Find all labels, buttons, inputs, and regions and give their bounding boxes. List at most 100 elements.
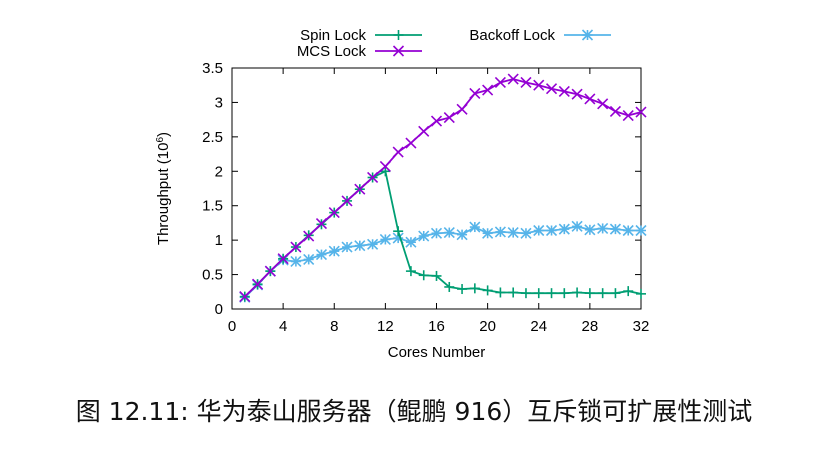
data-point-spin-lock xyxy=(482,285,493,296)
data-point-mcs-lock xyxy=(379,160,391,173)
data-point-backoff-lock xyxy=(482,227,494,239)
data-point-mcs-lock xyxy=(443,112,455,124)
data-point-spin-lock xyxy=(405,266,416,277)
data-point-backoff-lock xyxy=(635,224,647,237)
data-point-mcs-lock xyxy=(303,230,315,242)
data-point-spin-lock xyxy=(495,287,506,298)
data-point-mcs-lock xyxy=(635,106,647,118)
data-point-spin-lock xyxy=(520,288,531,299)
data-point-backoff-lock xyxy=(290,255,302,268)
y-tick-label: 0.5 xyxy=(202,267,223,284)
data-point-mcs-lock xyxy=(290,241,302,253)
data-point-backoff-lock xyxy=(494,226,506,238)
y-tick-label: 3 xyxy=(215,94,223,111)
data-point-backoff-lock xyxy=(354,240,366,252)
legend-item-spin-lock: Spin Lock xyxy=(300,27,422,44)
data-point-backoff-lock xyxy=(571,220,583,232)
data-point-spin-lock xyxy=(457,284,468,295)
data-point-backoff-lock xyxy=(367,238,379,250)
series-line-spin-lock xyxy=(244,169,642,298)
data-point-spin-lock xyxy=(546,288,557,299)
data-point-mcs-lock xyxy=(239,291,251,303)
legend-marker xyxy=(581,29,594,41)
x-tick-label: 16 xyxy=(428,318,445,335)
data-point-mcs-lock xyxy=(456,103,468,115)
throughput-line-chart: 0 4 8 12 16 20 24 28 32 0 0.5 1 1.5 2 2.5 3 3.5 Cores Num… xyxy=(155,27,650,361)
data-point-mcs-lock xyxy=(392,146,404,158)
data-point-backoff-lock xyxy=(418,230,430,242)
data-point-backoff-lock xyxy=(558,223,570,235)
data-point-backoff-lock xyxy=(315,249,328,261)
data-point-mcs-lock xyxy=(354,183,366,195)
data-point-mcs-lock xyxy=(264,265,276,277)
data-point-mcs-lock xyxy=(584,93,596,105)
x-tick-label: 8 xyxy=(330,318,338,335)
data-point-spin-lock xyxy=(584,288,595,299)
data-point-mcs-lock xyxy=(520,76,532,89)
data-point-spin-lock xyxy=(380,166,391,177)
legend-marker xyxy=(393,30,404,40)
data-point-backoff-lock xyxy=(328,245,340,257)
data-point-mcs-lock xyxy=(251,278,264,290)
data-point-spin-lock xyxy=(508,287,519,298)
data-point-backoff-lock xyxy=(341,241,353,253)
x-tick-label: 20 xyxy=(479,318,496,335)
chart-area: 0 4 8 12 16 20 24 28 32 0 0.5 1 1.5 2 2.5 3 3.5 Cores Num… xyxy=(155,27,650,361)
data-point-mcs-lock xyxy=(482,84,494,96)
y-tick-label: 3.5 xyxy=(202,60,223,77)
data-point-spin-lock xyxy=(418,270,429,281)
data-point-mcs-lock xyxy=(328,207,340,219)
data-point-mcs-lock xyxy=(622,109,634,122)
data-point-spin-lock xyxy=(610,288,621,299)
legend-item-mcs-lock: MCS Lock xyxy=(297,43,422,60)
data-point-spin-lock xyxy=(533,288,544,299)
data-point-backoff-lock xyxy=(622,224,634,237)
data-point-mcs-lock xyxy=(571,88,583,100)
y-tick-label: 1.5 xyxy=(202,198,223,215)
y-tick-label: 2.5 xyxy=(202,129,223,146)
y-tick-label: 1 xyxy=(215,232,223,249)
data-point-spin-lock xyxy=(623,286,634,297)
data-point-mcs-lock xyxy=(469,87,481,100)
x-tick-label: 12 xyxy=(377,318,394,335)
y-tick-label: 2 xyxy=(215,163,223,180)
data-point-mcs-lock xyxy=(367,171,379,184)
x-tick-label: 4 xyxy=(279,318,287,335)
data-point-spin-lock xyxy=(572,287,583,298)
data-point-mcs-lock xyxy=(609,105,622,117)
x-tick-label: 28 xyxy=(582,318,599,335)
legend-marker xyxy=(392,45,405,57)
x-tick-label: 0 xyxy=(228,318,236,335)
x-axis-label: Cores Number xyxy=(388,344,486,361)
series-mcs-lock xyxy=(239,73,647,303)
data-point-backoff-lock xyxy=(456,229,468,241)
legend-label: Backoff Lock xyxy=(469,27,555,44)
legend-label: Spin Lock xyxy=(300,27,366,44)
figure-caption: 图 12.11: 华为泰山服务器（鲲鹏 916）互斥锁可扩展性测试 xyxy=(75,397,753,426)
data-point-mcs-lock xyxy=(405,137,417,149)
data-point-backoff-lock xyxy=(507,227,519,239)
data-point-spin-lock xyxy=(597,288,608,299)
data-point-backoff-lock xyxy=(469,221,481,233)
data-point-backoff-lock xyxy=(405,236,417,248)
data-point-mcs-lock xyxy=(494,76,506,89)
data-point-backoff-lock xyxy=(597,222,609,235)
data-point-backoff-lock xyxy=(609,223,622,235)
data-point-spin-lock xyxy=(431,270,442,281)
data-point-mcs-lock xyxy=(277,253,289,265)
x-tick-label: 32 xyxy=(633,318,650,335)
data-point-backoff-lock xyxy=(379,233,391,246)
y-axis-label: Throughput (106) xyxy=(155,132,173,245)
data-point-backoff-lock xyxy=(545,224,558,237)
data-point-mcs-lock xyxy=(418,125,430,137)
series-backoff-lock xyxy=(239,220,647,303)
data-point-backoff-lock xyxy=(520,227,532,239)
data-point-mcs-lock xyxy=(315,218,328,230)
data-point-spin-lock xyxy=(469,283,480,294)
data-point-mcs-lock xyxy=(597,98,609,110)
legend-item-backoff-lock: Backoff Lock xyxy=(469,27,611,44)
data-point-spin-lock xyxy=(393,226,404,237)
data-point-backoff-lock xyxy=(584,224,596,236)
data-point-backoff-lock xyxy=(303,253,315,265)
data-point-spin-lock xyxy=(636,288,646,299)
